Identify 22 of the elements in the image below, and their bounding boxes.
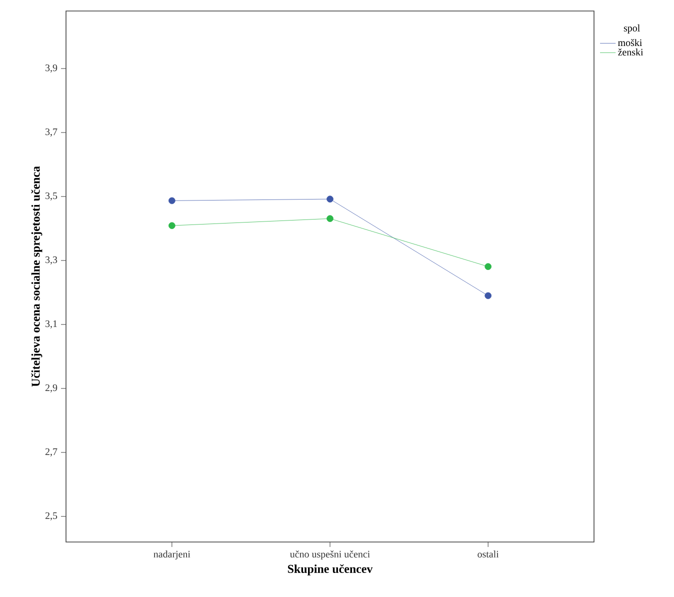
point <box>326 215 334 222</box>
x-tick-label: učno uspešni učenci <box>290 550 370 560</box>
point <box>484 292 492 300</box>
y-tick-label: 2,7 <box>45 448 58 456</box>
point <box>168 197 176 204</box>
legend-title: spol <box>624 24 640 34</box>
y-tick-label: 3,5 <box>46 192 58 201</box>
y-tick-label: 3,1 <box>46 320 57 329</box>
y-axis-title: Učiteljeva ocena socialne sprejetosti učenca <box>31 166 42 387</box>
y-tick-label: 2,9 <box>45 384 58 393</box>
point <box>168 222 176 230</box>
point <box>484 263 492 270</box>
y-tick-label: 3,7 <box>46 128 58 137</box>
y-tick-label: 3,9 <box>46 64 58 73</box>
x-axis-title: Skupine učencev <box>288 564 373 576</box>
y-tick-label: 3,3 <box>46 256 58 265</box>
x-tick-label: nadarjeni <box>154 550 190 560</box>
legend-label: moški <box>618 39 642 46</box>
y-tick-label: 2,5 <box>45 512 58 520</box>
legend-label: ženski <box>618 48 644 56</box>
x-tick-label: ostali <box>478 550 499 558</box>
point <box>326 196 334 202</box>
